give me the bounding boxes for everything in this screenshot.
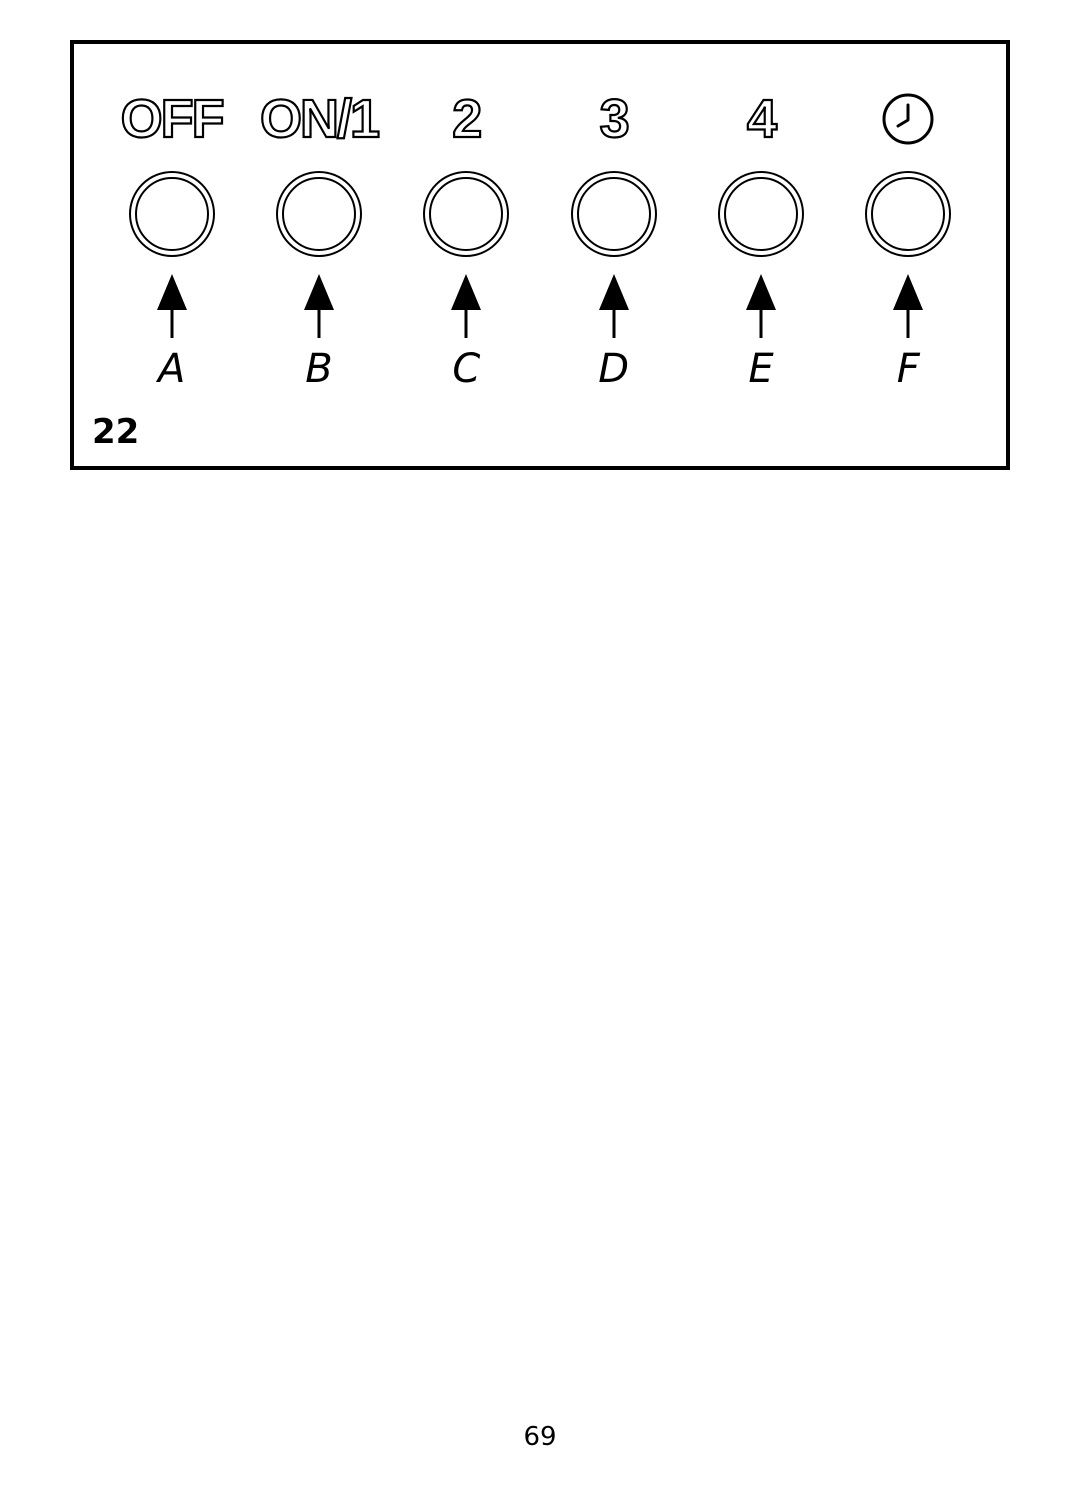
page-number: 69 (0, 1422, 1080, 1452)
arrow-up-icon (597, 274, 631, 340)
button-label-3: 3 (600, 88, 628, 150)
knob-f (864, 170, 952, 258)
knob-a (128, 170, 216, 258)
callout-letter-a: A (158, 346, 185, 392)
button-label-off: OFF (121, 88, 223, 150)
arrow-up-icon (302, 274, 336, 340)
label-cell-2: 2 (393, 88, 540, 150)
label-cell-4: 4 (687, 88, 834, 150)
arrow-up-icon (155, 274, 189, 340)
knob-e (717, 170, 805, 258)
page: OFF ON/1 2 3 4 (0, 0, 1080, 1492)
knob-d (570, 170, 658, 258)
callout-letter-d: D (598, 346, 629, 392)
button-label-2: 2 (452, 88, 480, 150)
knobs-row (74, 164, 1006, 264)
label-cell-off: OFF (98, 88, 245, 150)
button-label-4: 4 (747, 88, 775, 150)
label-cell-on1: ON/1 (245, 88, 392, 150)
callout-letter-f: F (897, 346, 920, 392)
label-cell-clock (835, 92, 982, 146)
callout-letter-c: C (452, 346, 480, 392)
clock-icon (881, 92, 935, 146)
button-label-on1: ON/1 (260, 88, 378, 150)
callout-letter-b: B (305, 346, 332, 392)
figure-number: 22 (92, 412, 139, 452)
arrow-up-icon (744, 274, 778, 340)
callout-letter-e: E (748, 346, 773, 392)
arrow-up-icon (449, 274, 483, 340)
knob-b (275, 170, 363, 258)
arrows-row (74, 274, 1006, 344)
control-panel-figure: OFF ON/1 2 3 4 (70, 40, 1010, 470)
label-cell-3: 3 (540, 88, 687, 150)
knob-c (422, 170, 510, 258)
top-labels-row: OFF ON/1 2 3 4 (74, 84, 1006, 154)
arrow-up-icon (891, 274, 925, 340)
letters-row: A B C D E F (74, 344, 1006, 394)
